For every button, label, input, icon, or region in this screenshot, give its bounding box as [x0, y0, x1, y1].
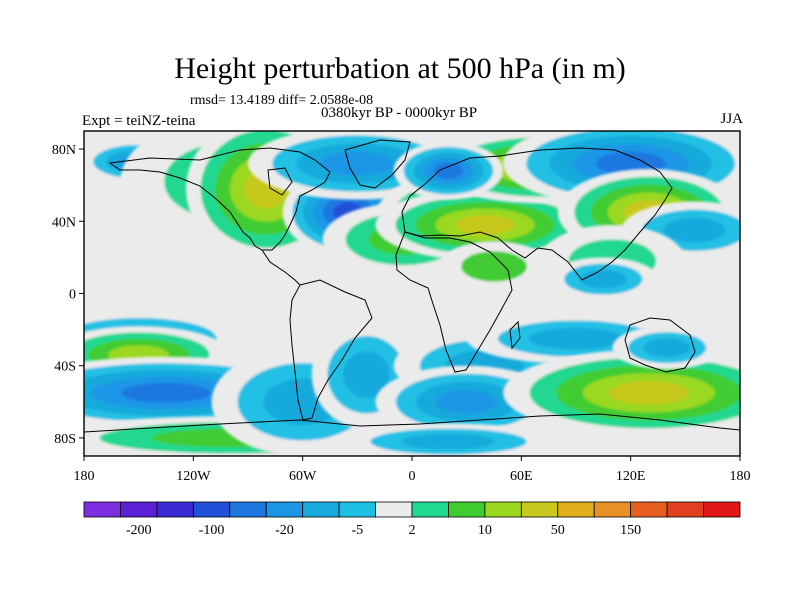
- x-tick-label: 120W: [176, 469, 211, 484]
- x-tick-label: 180: [730, 469, 751, 484]
- anomaly-cell: [503, 349, 740, 437]
- x-tick-label: 60E: [510, 469, 533, 484]
- anomaly-contour: [343, 351, 390, 398]
- colorbar-swatch: [593, 501, 632, 518]
- y-tick-label: 40N: [52, 215, 76, 230]
- anomaly-cell: [439, 241, 549, 292]
- coastline-hudson-bay: [267, 167, 293, 196]
- anomaly-cell: [548, 257, 658, 301]
- colorbar-swatch: [630, 501, 668, 518]
- coastline-greenland: [344, 139, 411, 189]
- anomaly-cell: [375, 188, 595, 261]
- anomaly-cell: [612, 326, 722, 370]
- period-label: 0380kyr BP - 0000kyr BP: [321, 105, 478, 121]
- colorbar-swatch: [703, 501, 741, 518]
- stats-label: rmsd= 13.4189 diff= 2.0588e-08: [190, 93, 374, 108]
- experiment-label: Expt = teiNZ-teina: [82, 113, 196, 129]
- colorbar-swatch: [520, 501, 559, 518]
- anomaly-field: [84, 131, 740, 456]
- colorbar-swatch: [156, 501, 194, 518]
- coastline-africa: [395, 231, 513, 373]
- colorbar-label: -100: [199, 523, 225, 538]
- coastline-eurasia: [401, 147, 673, 281]
- coastline-north-america: [108, 147, 331, 251]
- colorbar-label: -200: [126, 523, 152, 538]
- anomaly-cell: [339, 423, 558, 456]
- x-axis-ticks: 180 120W 60W 0 60E 120E 180: [74, 456, 751, 484]
- coastline-south-america: [289, 279, 373, 421]
- anomaly-cell: [503, 131, 740, 207]
- colorbar-swatch: [484, 501, 522, 518]
- anomaly-contour: [436, 389, 498, 414]
- colorbar-swatch: [120, 501, 158, 518]
- anomaly-contour: [579, 269, 627, 289]
- anomaly-cell: [393, 141, 504, 200]
- x-tick-label: 0: [409, 469, 416, 484]
- y-tick-label: 40S: [54, 360, 76, 375]
- chart-title: Height perturbation at 500 hPa (in m): [174, 52, 626, 85]
- colorbar-swatch: [83, 501, 121, 518]
- anomaly-contour: [401, 433, 496, 450]
- anomaly-contour: [529, 327, 623, 350]
- colorbar-swatch: [411, 501, 449, 518]
- anomaly-contour: [643, 338, 691, 357]
- anomaly-contour: [121, 382, 211, 403]
- colorbar-label: 2: [409, 523, 416, 538]
- colorbar-swatch: [192, 501, 231, 518]
- y-tick-label: 80S: [54, 432, 76, 447]
- season-label: JJA: [720, 111, 743, 127]
- x-tick-label: 60W: [289, 469, 317, 484]
- anomaly-contour: [609, 380, 689, 405]
- colorbar-swatch: [302, 501, 340, 518]
- colorbar: [83, 501, 741, 518]
- colorbar-swatch: [265, 501, 304, 518]
- colorbar-swatch: [557, 501, 595, 518]
- y-axis-ticks: 80N 40N 0 40S 80S: [52, 143, 84, 447]
- colorbar-swatch: [338, 501, 376, 518]
- anomaly-contour: [320, 151, 394, 176]
- anomaly-contour: [461, 251, 527, 282]
- y-tick-label: 0: [69, 288, 76, 303]
- coastline-antarctica: [84, 413, 740, 433]
- coastline-central-america: [261, 249, 301, 286]
- colorbar-label: 50: [551, 523, 565, 538]
- y-tick-label: 80N: [52, 143, 76, 158]
- colorbar-labels: -200 -100 -20 -5 2 10 50 150: [126, 523, 641, 538]
- anomaly-contour: [433, 162, 464, 179]
- coastline-australia: [624, 317, 696, 373]
- coastline-madagascar: [509, 320, 521, 350]
- x-tick-label: 180: [74, 469, 95, 484]
- anomaly-contour: [663, 217, 726, 243]
- colorbar-swatch: [375, 501, 413, 518]
- colorbar-label: -20: [275, 523, 294, 538]
- colorbar-label: -5: [351, 523, 363, 538]
- colorbar-swatch: [666, 501, 704, 518]
- anomaly-contour: [455, 215, 515, 235]
- colorbar-swatch: [448, 501, 486, 518]
- colorbar-label: 150: [620, 523, 641, 538]
- colorbar-label: 10: [478, 523, 492, 538]
- x-tick-label: 120E: [616, 469, 646, 484]
- colorbar-swatch: [229, 501, 267, 518]
- coastlines: [84, 139, 740, 433]
